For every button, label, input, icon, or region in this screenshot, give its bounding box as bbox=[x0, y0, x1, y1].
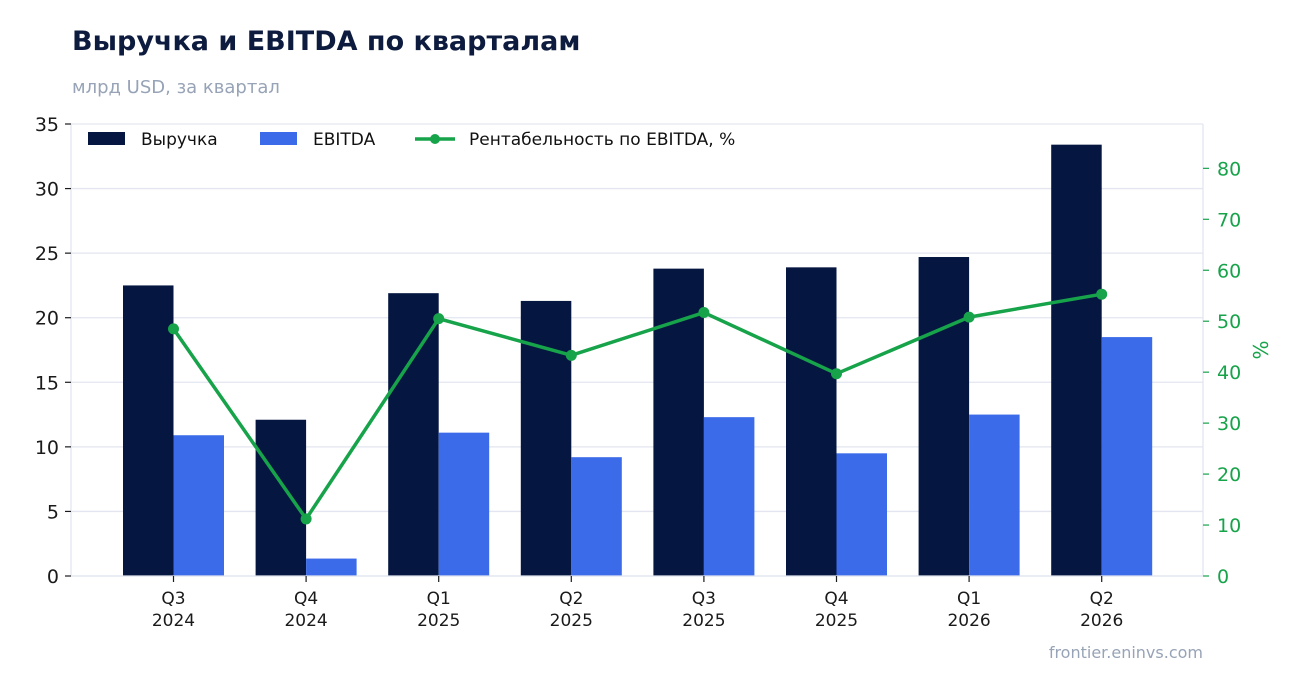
axes: 0510152025303501020304050607080%Q32024Q4… bbox=[35, 114, 1273, 631]
margin-point bbox=[433, 313, 445, 325]
right-tick-label: 80 bbox=[1217, 158, 1241, 180]
x-tick-label-year: 2025 bbox=[815, 611, 858, 631]
x-tick-label-quarter: Q1 bbox=[957, 589, 981, 609]
x-tick-label-quarter: Q2 bbox=[1090, 589, 1114, 609]
left-tick-label: 30 bbox=[35, 179, 59, 201]
margin-point bbox=[963, 311, 975, 323]
left-tick-label: 20 bbox=[35, 308, 59, 330]
revenue-bar bbox=[123, 285, 174, 576]
legend-label-ebitda: EBITDA bbox=[313, 130, 376, 150]
x-tick-label-quarter: Q1 bbox=[427, 589, 451, 609]
legend-swatch-revenue bbox=[88, 132, 125, 145]
x-tick-label-year: 2024 bbox=[284, 611, 327, 631]
margin-point bbox=[831, 368, 842, 380]
revenue-bar bbox=[255, 419, 307, 576]
revenue-bar bbox=[388, 293, 439, 576]
x-tick-label-year: 2026 bbox=[947, 611, 990, 631]
right-tick-label: 0 bbox=[1217, 566, 1229, 588]
revenue-bar bbox=[918, 257, 970, 576]
ebitda-bar bbox=[571, 457, 622, 576]
right-tick-label: 70 bbox=[1217, 209, 1241, 231]
chart-title: Выручка и EBITDA по кварталам bbox=[72, 26, 581, 57]
left-tick-label: 35 bbox=[35, 114, 59, 136]
chart-subtitle: млрд USD, за квартал bbox=[72, 77, 280, 98]
left-tick-label: 5 bbox=[47, 501, 59, 523]
left-tick-label: 15 bbox=[35, 372, 59, 394]
legend-label-revenue: Выручка bbox=[141, 130, 218, 150]
right-tick-label: 40 bbox=[1217, 362, 1241, 384]
ebitda-bar bbox=[836, 453, 887, 576]
margin-point bbox=[300, 513, 312, 525]
margin-series-line bbox=[172, 292, 1102, 521]
x-tick-label-year: 2025 bbox=[550, 611, 593, 631]
x-tick-label-quarter: Q2 bbox=[559, 589, 583, 609]
ebitda-bar bbox=[173, 435, 224, 576]
x-tick-label-quarter: Q4 bbox=[294, 589, 318, 609]
x-tick-label-year: 2024 bbox=[152, 611, 195, 631]
ebitda-bar bbox=[969, 414, 1020, 576]
margin-point bbox=[1096, 288, 1108, 300]
left-tick-label: 25 bbox=[35, 243, 59, 265]
margin-point bbox=[698, 307, 710, 319]
x-tick-label-quarter: Q3 bbox=[692, 589, 716, 609]
ebitda-bar bbox=[1101, 337, 1153, 576]
x-tick-label-year: 2025 bbox=[682, 611, 725, 631]
x-tick-label-year: 2025 bbox=[417, 611, 460, 631]
left-tick-label: 10 bbox=[35, 437, 59, 459]
left-tick-label: 0 bbox=[47, 566, 59, 588]
margin-point bbox=[168, 323, 179, 335]
margin-line bbox=[168, 288, 1108, 525]
revenue-bar bbox=[1051, 144, 1102, 577]
x-tick-label-quarter: Q3 bbox=[161, 589, 185, 609]
legend-label-margin: Рентабельность по EBITDA, % bbox=[469, 130, 735, 150]
margin-point bbox=[565, 349, 577, 361]
ebitda-bar bbox=[438, 432, 490, 576]
legend-marker-margin bbox=[430, 134, 440, 144]
legend: Выручка EBITDA Рентабельность по EBITDA, % bbox=[88, 130, 735, 150]
grid-lines bbox=[71, 123, 1203, 577]
right-axis-label: % bbox=[1249, 340, 1273, 359]
ebitda-bar bbox=[306, 558, 357, 576]
revenue-bar bbox=[786, 267, 837, 576]
x-tick-label-quarter: Q4 bbox=[824, 589, 848, 609]
ebitda-bar bbox=[703, 417, 755, 576]
right-tick-label: 10 bbox=[1217, 515, 1241, 537]
legend-swatch-ebitda bbox=[260, 132, 297, 145]
right-tick-label: 30 bbox=[1217, 413, 1241, 435]
right-tick-label: 20 bbox=[1217, 464, 1241, 486]
x-tick-label-year: 2026 bbox=[1080, 611, 1123, 631]
source-label: frontier.eninvs.com bbox=[1048, 643, 1203, 662]
right-tick-label: 60 bbox=[1217, 260, 1241, 282]
right-tick-label: 50 bbox=[1217, 311, 1241, 333]
